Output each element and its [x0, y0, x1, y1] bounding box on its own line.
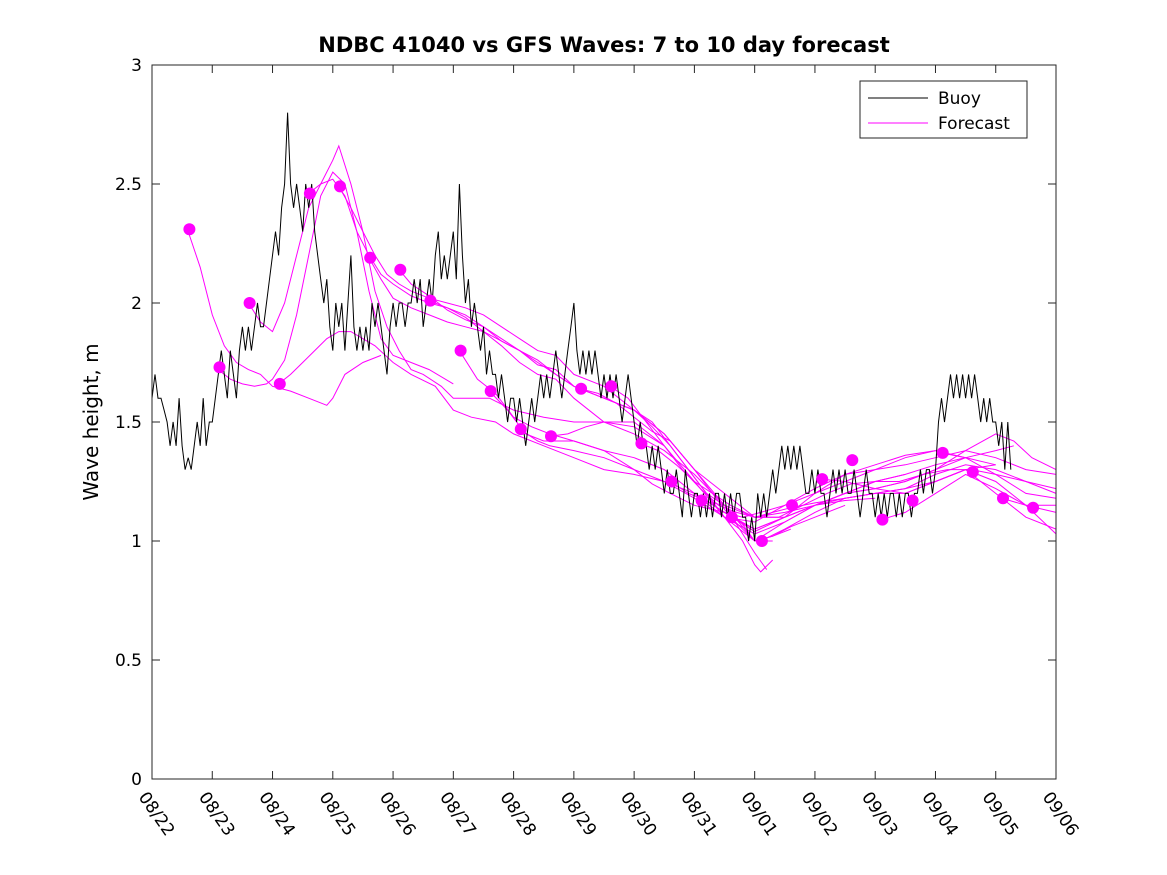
marker-layer — [183, 180, 1040, 547]
forecast-marker-17 — [665, 475, 678, 488]
forecast-marker-29 — [1027, 501, 1040, 514]
forecast-marker-20 — [755, 535, 768, 547]
forecast-line-19 — [730, 433, 1057, 530]
forecast-marker-3 — [243, 297, 256, 309]
forecast-marker-8 — [394, 263, 407, 276]
forecast-marker-11 — [484, 385, 497, 398]
y-tick-label: 2.5 — [115, 175, 142, 195]
y-tick-label: 2 — [131, 294, 142, 314]
forecast-line-6 — [338, 186, 774, 573]
legend-buoy-label: Buoy — [938, 89, 981, 109]
forecast-marker-22 — [816, 473, 829, 486]
forecast-marker-10 — [454, 344, 467, 357]
forecast-line-20 — [760, 469, 1057, 542]
forecast-marker-15 — [605, 380, 618, 393]
forecast-marker-9 — [424, 294, 437, 307]
legend-forecast-label: Forecast — [938, 114, 1010, 134]
y-tick-label: 0.5 — [115, 651, 142, 671]
forecast-marker-6 — [334, 180, 346, 193]
forecast-marker-27 — [966, 466, 979, 478]
forecast-marker-14 — [575, 382, 588, 395]
chart-title: NDBC 41040 vs GFS Waves: 7 to 10 day for… — [318, 33, 889, 57]
forecast-marker-7 — [364, 251, 377, 264]
forecast-line-7 — [368, 257, 773, 542]
forecast-line-1 — [187, 231, 382, 406]
forecast-marker-19 — [725, 511, 738, 524]
forecast-marker-2 — [213, 361, 226, 374]
forecast-marker-18 — [695, 494, 708, 507]
forecast-marker-16 — [635, 437, 648, 450]
forecast-line-4 — [278, 331, 791, 542]
forecast-marker-21 — [786, 499, 798, 512]
forecast-marker-13 — [545, 430, 557, 443]
forecast-line-12 — [519, 428, 966, 530]
buoy-line — [151, 112, 1012, 542]
legend-box — [859, 80, 1028, 139]
forecast-marker-4 — [273, 377, 286, 390]
forecast-marker-23 — [846, 454, 859, 467]
forecast-marker-28 — [997, 492, 1009, 505]
forecast-marker-1 — [183, 223, 196, 236]
forecast-marker-24 — [876, 513, 889, 526]
forecast-line-2 — [217, 171, 454, 387]
y-axis-label: Wave height, m — [79, 343, 103, 500]
forecast-line-23 — [941, 452, 1057, 499]
forecast-marker-26 — [936, 446, 949, 459]
y-tick-label: 1.5 — [115, 413, 142, 433]
forecast-marker-12 — [514, 423, 527, 436]
forecast-line-3 — [247, 144, 665, 447]
forecast-line-24 — [1001, 497, 1057, 535]
forecast-line-21 — [820, 469, 1057, 530]
y-tick-label: 1 — [131, 532, 142, 552]
forecast-marker-5 — [303, 187, 316, 200]
y-tick-label: 0 — [131, 770, 142, 790]
forecast-line-17 — [670, 450, 1057, 518]
forecast-marker-25 — [906, 494, 919, 507]
legend: Buoy Forecast — [859, 80, 1028, 139]
y-tick-label: 3 — [131, 56, 142, 76]
